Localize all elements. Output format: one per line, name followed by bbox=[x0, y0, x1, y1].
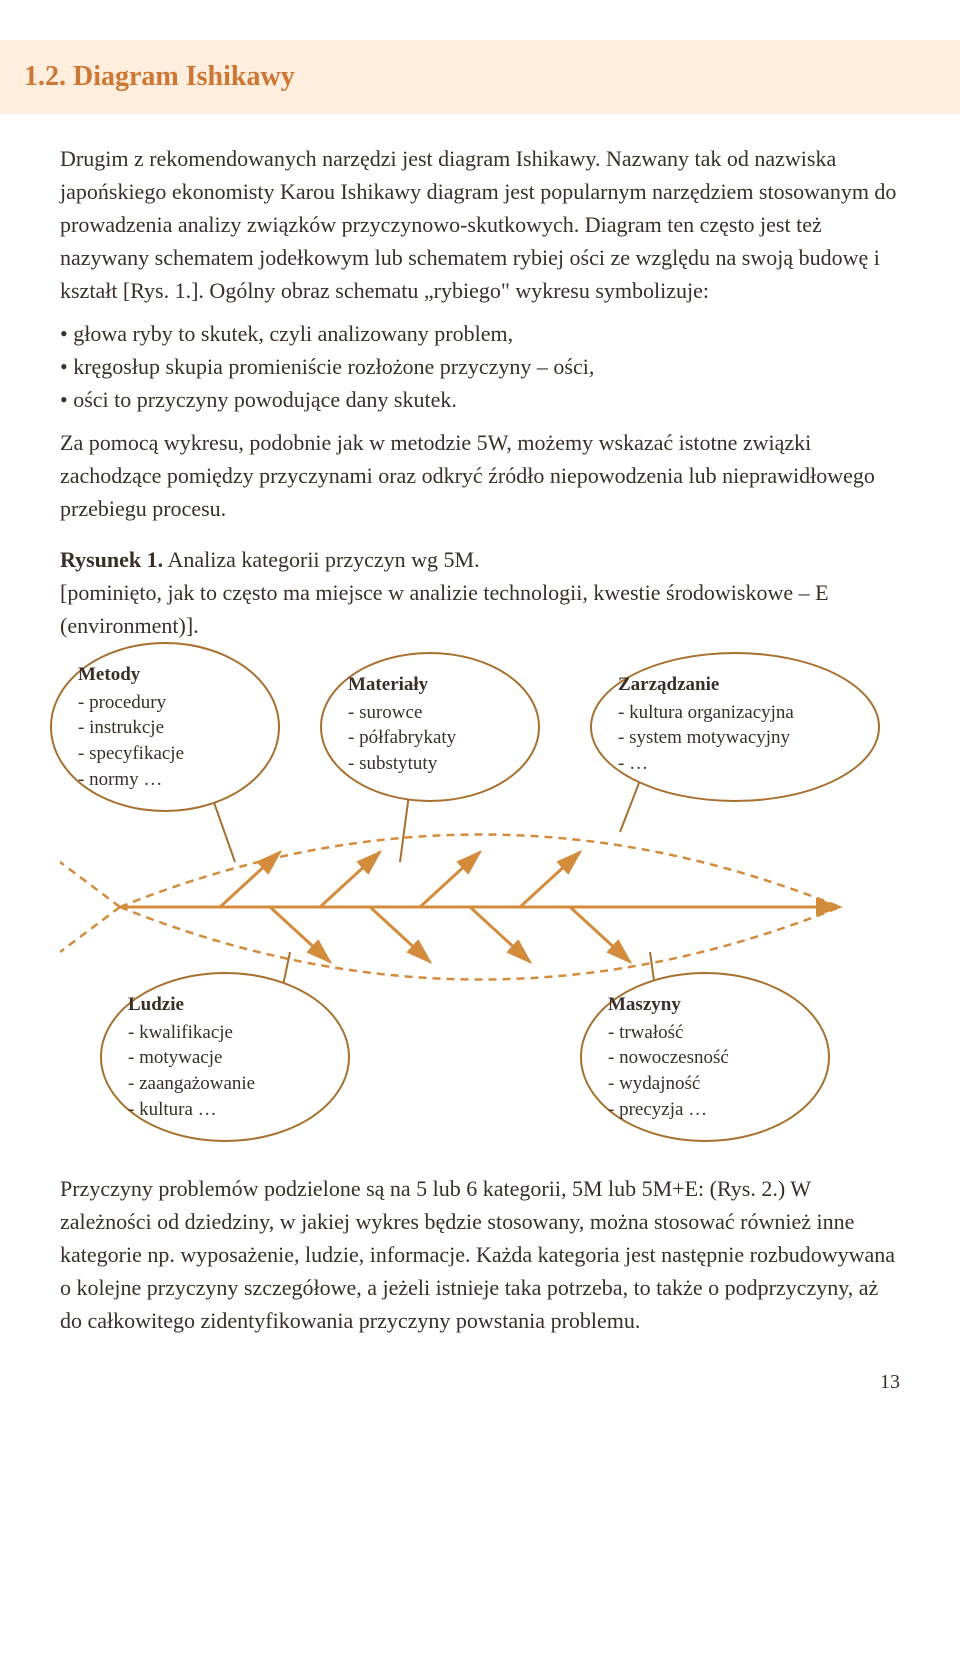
ishikawa-diagram: Metodyproceduryinstrukcjespecyfikacjenor… bbox=[60, 652, 900, 1152]
intro-block: Drugim z rekomendowanych narzędzi jest d… bbox=[60, 142, 900, 525]
bubble-item: normy … bbox=[78, 767, 252, 793]
page-number: 13 bbox=[60, 1367, 900, 1397]
bubble-item: nowoczesność bbox=[608, 1045, 802, 1071]
section-heading-banner: 1.2. Diagram Ishikawy bbox=[0, 40, 960, 114]
bubble-metody: Metodyproceduryinstrukcjespecyfikacjenor… bbox=[50, 642, 280, 812]
bubble-item: kultura organizacyjna bbox=[618, 700, 852, 726]
bubble-item: specyfikacje bbox=[78, 741, 252, 767]
intro-bullet: głowa ryby to skutek, czyli analizowany … bbox=[60, 317, 900, 350]
bubble-items: kwalifikacjemotywacjezaangażowaniekultur… bbox=[128, 1020, 322, 1123]
bubble-item: substytuty bbox=[348, 751, 512, 777]
figure-title: Rysunek 1. Analiza kategorii przyczyn wg… bbox=[60, 543, 900, 576]
bubble-title: Maszyny bbox=[608, 992, 802, 1018]
bubble-title: Ludzie bbox=[128, 992, 322, 1018]
bubble-item: motywacje bbox=[128, 1045, 322, 1071]
intro-paragraph-1: Drugim z rekomendowanych narzędzi jest d… bbox=[60, 142, 900, 307]
bubble-item: kultura … bbox=[128, 1097, 322, 1123]
intro-bullets: głowa ryby to skutek, czyli analizowany … bbox=[60, 317, 900, 416]
bubble-item: procedury bbox=[78, 690, 252, 716]
bubble-ludzie: Ludziekwalifikacjemotywacjezaangażowanie… bbox=[100, 972, 350, 1142]
bubble-items: proceduryinstrukcjespecyfikacjenormy … bbox=[78, 690, 252, 793]
figure-note: [pominięto, jak to często ma miejsce w a… bbox=[60, 576, 900, 642]
intro-paragraph-2: Za pomocą wykresu, podobnie jak w metodz… bbox=[60, 426, 900, 525]
bubble-title: Zarządzanie bbox=[618, 672, 852, 698]
intro-bullet: ości to przyczyny powodujące dany skutek… bbox=[60, 383, 900, 416]
bubble-item: … bbox=[618, 751, 852, 777]
bubble-items: surowcepółfabrykatysubstytuty bbox=[348, 700, 512, 777]
section-heading: 1.2. Diagram Ishikawy bbox=[24, 56, 936, 98]
after-paragraph: Przyczyny problemów podzielone są na 5 l… bbox=[60, 1172, 900, 1337]
bubble-item: surowce bbox=[348, 700, 512, 726]
figure-label: Rysunek 1. bbox=[60, 547, 163, 572]
bubble-title: Metody bbox=[78, 662, 252, 688]
bubble-item: instrukcje bbox=[78, 715, 252, 741]
bubble-items: trwałośćnowoczesnośćwydajnośćprecyzja … bbox=[608, 1020, 802, 1123]
bubble-materialy: Materiałysurowcepółfabrykatysubstytuty bbox=[320, 652, 540, 802]
bubble-zarzadzanie: Zarządzaniekultura organizacyjnasystem m… bbox=[590, 652, 880, 802]
bubble-item: zaangażowanie bbox=[128, 1071, 322, 1097]
bubble-title: Materiały bbox=[348, 672, 512, 698]
bubble-items: kultura organizacyjnasystem motywacyjny… bbox=[618, 700, 852, 777]
figure-caption: Analiza kategorii przyczyn wg 5M. bbox=[163, 547, 479, 572]
bubble-item: precyzja … bbox=[608, 1097, 802, 1123]
bubble-item: kwalifikacje bbox=[128, 1020, 322, 1046]
bubble-item: trwałość bbox=[608, 1020, 802, 1046]
bubble-item: półfabrykaty bbox=[348, 725, 512, 751]
bubble-maszyny: Maszynytrwałośćnowoczesnośćwydajnośćprec… bbox=[580, 972, 830, 1142]
intro-bullet: kręgosłup skupia promieniście rozłożone … bbox=[60, 350, 900, 383]
bubble-item: system motywacyjny bbox=[618, 725, 852, 751]
bubble-item: wydajność bbox=[608, 1071, 802, 1097]
